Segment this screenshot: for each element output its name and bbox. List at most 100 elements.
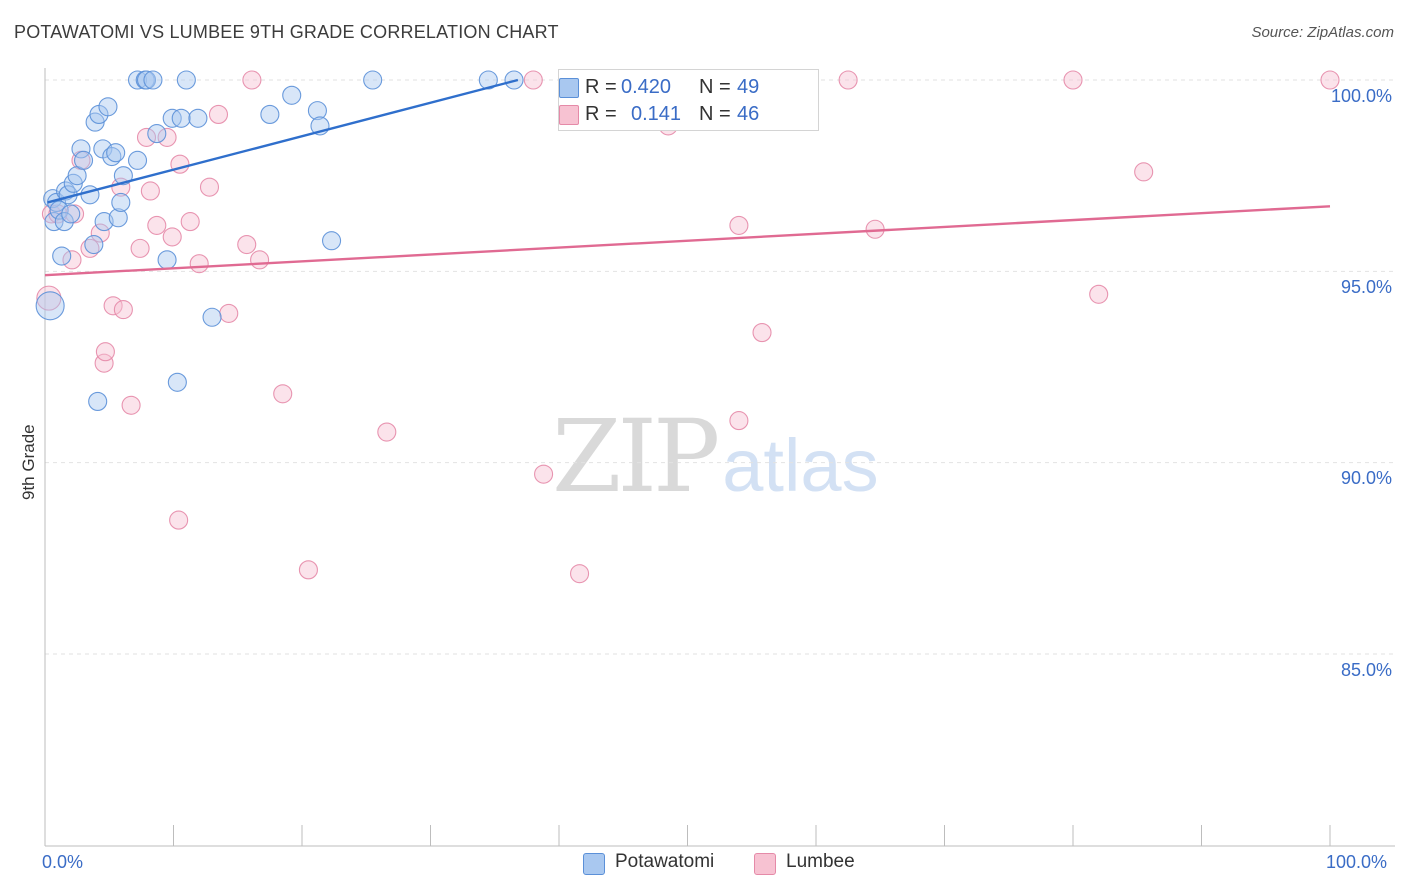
legend-item-potawatomi: Potawatomi — [583, 851, 715, 875]
r-value: 0.141 — [631, 102, 682, 125]
y-tick-label: 85.0% — [1340, 660, 1392, 680]
x-tick-label-min: 0.0% — [42, 852, 84, 872]
potawatomi-point — [98, 97, 118, 117]
lumbee-point — [147, 215, 167, 235]
lumbee-point — [729, 411, 749, 431]
y-tick-label: 90.0% — [1340, 468, 1392, 488]
lumbee-point — [103, 296, 123, 316]
lumbee-point — [237, 234, 257, 255]
lumbee-point — [273, 384, 293, 404]
n-value: 49 — [737, 75, 760, 98]
lumbee-point — [377, 422, 397, 442]
potawatomi-point — [143, 70, 163, 90]
lumbee-point — [1063, 70, 1083, 90]
potawatomi-point — [94, 212, 114, 232]
lumbee-point — [1089, 284, 1109, 304]
potawatomi-point — [202, 307, 222, 327]
lumbee-point — [208, 104, 229, 124]
lumbee-point — [189, 254, 209, 274]
trend-lines — [44, 78, 1331, 277]
potawatomi-point — [171, 108, 191, 128]
potawatomi-legend-label: Potawatomi — [615, 851, 715, 872]
lumbee-point — [90, 223, 110, 243]
lumbee-point — [140, 181, 160, 201]
legend-row-lumbee: R = 0.141 N = 46 — [559, 102, 760, 126]
lumbee-legend-swatch — [754, 853, 776, 875]
potawatomi-point — [363, 70, 383, 90]
potawatomi-series — [35, 70, 614, 411]
n-value: 46 — [737, 102, 760, 125]
lumbee-swatch — [559, 105, 579, 125]
potawatomi-point — [44, 212, 64, 232]
potawatomi-point — [260, 104, 280, 124]
lumbee-point — [250, 250, 270, 270]
potawatomi-point — [102, 146, 122, 167]
potawatomi-point — [282, 85, 302, 105]
lumbee-point — [752, 323, 772, 343]
legend-row-potawatomi: R = 0.420 N = 49 — [559, 75, 760, 99]
source-label: Source: ZipAtlas.com — [1251, 24, 1394, 41]
lumbee-series — [36, 70, 1340, 584]
stats-legend: R = 0.420 N = 49 R = 0.141 N = 46 — [558, 69, 819, 131]
r-label: R = — [585, 75, 617, 98]
lumbee-point — [113, 300, 133, 320]
potawatomi-point — [322, 231, 342, 251]
lumbee-point — [199, 177, 220, 197]
potawatomi-point — [111, 192, 131, 213]
potawatomi-point — [71, 139, 91, 159]
gridlines — [45, 79, 1395, 655]
lumbee-point — [180, 212, 200, 232]
lumbee-legend-label: Lumbee — [786, 851, 855, 872]
x-tick-label-max: 100.0% — [1326, 852, 1388, 872]
potawatomi-swatch — [559, 78, 579, 98]
potawatomi-point — [49, 200, 69, 220]
lumbee-point — [121, 395, 141, 415]
potawatomi-point — [157, 250, 177, 270]
potawatomi-point — [307, 101, 327, 121]
lumbee-point — [95, 342, 115, 362]
lumbee-point — [169, 510, 189, 530]
potawatomi-trend-line — [47, 78, 519, 204]
potawatomi-legend-swatch — [583, 853, 605, 875]
potawatomi-point — [74, 150, 94, 170]
y-tick-label: 100.0% — [1330, 86, 1392, 106]
potawatomi-point — [61, 204, 81, 224]
potawatomi-point — [54, 212, 74, 232]
lumbee-point — [80, 238, 100, 258]
potawatomi-point — [80, 185, 100, 205]
lumbee-point — [534, 464, 554, 484]
r-label: R = — [585, 102, 617, 125]
potawatomi-point — [478, 70, 498, 90]
r-value: 0.420 — [621, 75, 672, 98]
lumbee-point — [523, 70, 543, 90]
potawatomi-point — [35, 291, 65, 321]
potawatomi-point — [167, 372, 187, 392]
lumbee-point — [1320, 70, 1340, 90]
chart-title: POTAWATOMI VS LUMBEE 9TH GRADE CORRELATI… — [14, 22, 559, 42]
lumbee-point — [1134, 162, 1154, 182]
lumbee-point — [157, 127, 177, 147]
potawatomi-point — [176, 70, 196, 90]
potawatomi-point — [127, 150, 148, 170]
potawatomi-point — [106, 143, 126, 163]
y-tick-label: 95.0% — [1340, 277, 1392, 297]
y-axis-title: 9th Grade — [19, 424, 38, 500]
potawatomi-point — [147, 124, 167, 144]
lumbee-point — [219, 303, 239, 323]
lumbee-point — [162, 227, 182, 247]
potawatomi-point — [136, 70, 157, 90]
lumbee-trend-line — [44, 205, 1331, 277]
n-label: N = — [699, 75, 731, 98]
potawatomi-point — [113, 166, 133, 186]
potawatomi-point — [52, 246, 72, 266]
lumbee-point — [298, 560, 318, 580]
lumbee-point — [136, 127, 157, 147]
n-label: N = — [699, 102, 731, 125]
lumbee-point — [242, 70, 262, 90]
axes — [44, 68, 1395, 847]
lumbee-point — [570, 564, 590, 584]
lumbee-point — [62, 250, 82, 270]
potawatomi-point — [88, 391, 108, 411]
potawatomi-point — [188, 108, 208, 128]
